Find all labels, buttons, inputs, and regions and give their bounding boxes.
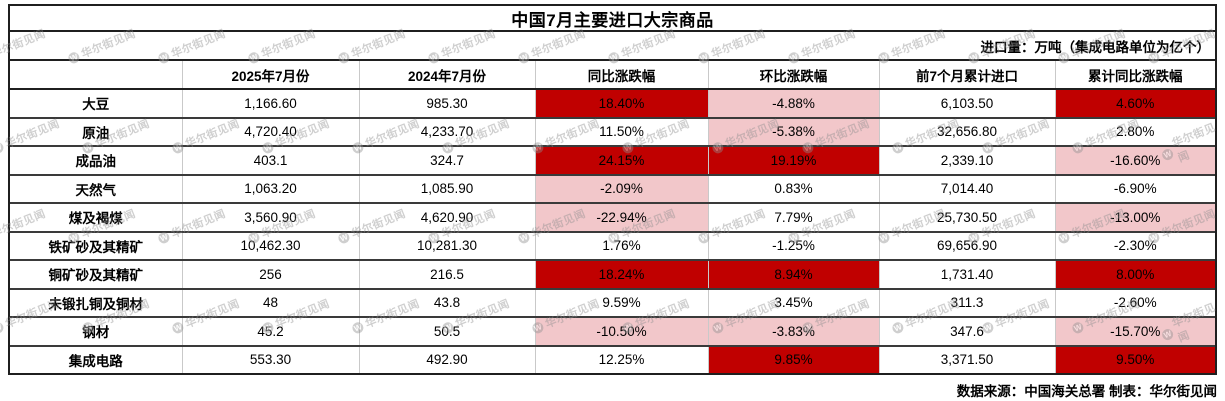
cell-value: 7,014.40 xyxy=(878,174,1055,204)
cell-commodity-name: 天然气 xyxy=(10,174,182,204)
cell-value: 492.90 xyxy=(358,345,535,373)
cell-value: -5.38% xyxy=(707,117,879,147)
cell-value: 1.76% xyxy=(534,231,708,261)
table-body: 大豆 1,166.60 985.30 18.40% -4.88% 6,103.50 4.60… xyxy=(10,89,1215,373)
table-row: 未锻扎铜及铜材 48 43.8 9.59% 3.45% 311.3 -2.60% xyxy=(10,288,1215,318)
cell-value: 8.00% xyxy=(1054,260,1215,290)
cell-value: -10.50% xyxy=(534,317,708,347)
cell-value: 3.45% xyxy=(707,288,879,318)
cell-value: -4.88% xyxy=(707,89,879,119)
cell-value: -15.70% xyxy=(1054,317,1215,347)
column-header-cumulative-7m: 前7个月累计进口 xyxy=(878,61,1055,90)
cell-value: 43.8 xyxy=(358,288,535,318)
cell-value: -3.83% xyxy=(707,317,879,347)
cell-value: 3,560.90 xyxy=(181,203,359,233)
table-row: 大豆 1,166.60 985.30 18.40% -4.88% 6,103.50 4.60… xyxy=(10,89,1215,119)
cell-value: 347.6 xyxy=(878,317,1055,347)
cell-value: 9.85% xyxy=(707,345,879,373)
cell-value: 6,103.50 xyxy=(878,89,1055,119)
cell-value: 311.3 xyxy=(878,288,1055,318)
cell-value: -1.25% xyxy=(707,231,879,261)
cell-commodity-name: 铁矿砂及其精矿 xyxy=(10,231,182,261)
table-header: 2025年7月份 2024年7月份 同比涨跌幅 环比涨跌幅 前7个月累计进口 累… xyxy=(10,61,1215,90)
cell-value: 216.5 xyxy=(358,260,535,290)
source-note: 数据来源：中国海关总署 制表：华尔街见闻 xyxy=(956,384,1217,399)
column-header-2025-july: 2025年7月份 xyxy=(181,61,359,90)
cell-value: 9.59% xyxy=(534,288,708,318)
cell-value: 1,063.20 xyxy=(181,174,359,204)
cell-value: 4.60% xyxy=(1054,89,1215,119)
cell-value: -16.60% xyxy=(1054,146,1215,176)
cell-value: 69,656.90 xyxy=(878,231,1055,261)
cell-value: 1,085.90 xyxy=(358,174,535,204)
table-row: 煤及褐煤 3,560.90 4,620.90 -22.94% 7.79% 25,730.5… xyxy=(10,203,1215,233)
cell-value: 19.19% xyxy=(707,146,879,176)
table-row: 成品油 403.1 324.7 24.15% 19.19% 2,339.10 -16.60% xyxy=(10,146,1215,176)
cell-value: -2.30% xyxy=(1054,231,1215,261)
watermark-logo-icon: W xyxy=(0,140,5,155)
cell-value: 25,730.50 xyxy=(878,203,1055,233)
header-row: 2025年7月份 2024年7月份 同比涨跌幅 环比涨跌幅 前7个月累计进口 累… xyxy=(10,61,1215,90)
cell-value: 48 xyxy=(181,288,359,318)
cell-value: 12.25% xyxy=(534,345,708,373)
cell-commodity-name: 钢材 xyxy=(10,317,182,347)
cell-commodity-name: 成品油 xyxy=(10,146,182,176)
cell-commodity-name: 煤及褐煤 xyxy=(10,203,182,233)
cell-commodity-name: 铜矿砂及其精矿 xyxy=(10,260,182,290)
column-header-cumulative-yoy: 累计同比涨跌幅 xyxy=(1054,61,1215,90)
watermark-logo-icon: W xyxy=(0,320,5,335)
cell-value: 403.1 xyxy=(181,146,359,176)
table-title: 中国7月主要进口大宗商品 xyxy=(10,6,1215,32)
cell-value: 256 xyxy=(181,260,359,290)
cell-value: -2.09% xyxy=(534,174,708,204)
cell-value: 50.5 xyxy=(358,317,535,347)
cell-value: 1,166.60 xyxy=(181,89,359,119)
cell-commodity-name: 原油 xyxy=(10,117,182,147)
cell-value: 0.83% xyxy=(707,174,879,204)
cell-value: -2.60% xyxy=(1054,288,1215,318)
table-row: 原油 4,720.40 4,233.70 11.50% -5.38% 32,656.80 2… xyxy=(10,117,1215,147)
column-header-2024-july: 2024年7月份 xyxy=(358,61,535,90)
cell-value: 24.15% xyxy=(534,146,708,176)
cell-value: 11.50% xyxy=(534,117,708,147)
cell-value: -13.00% xyxy=(1054,203,1215,233)
cell-value: 32,656.80 xyxy=(878,117,1055,147)
unit-note: 进口量：万吨（集成电路单位为亿个） xyxy=(10,32,1215,61)
cell-value: -6.90% xyxy=(1054,174,1215,204)
table-row: 集成电路 553.30 492.90 12.25% 9.85% 3,371.50 9.50% xyxy=(10,345,1215,373)
cell-value: 2,339.10 xyxy=(878,146,1055,176)
table-row: 钢材 45.2 50.5 -10.50% -3.83% 347.6 -15.70% xyxy=(10,317,1215,347)
column-header-commodity xyxy=(10,61,182,90)
cell-value: 3,371.50 xyxy=(878,345,1055,373)
cell-value: 4,233.70 xyxy=(358,117,535,147)
cell-value: 18.40% xyxy=(534,89,708,119)
table-container: 中国7月主要进口大宗商品 进口量：万吨（集成电路单位为亿个） 2025年7月份 … xyxy=(8,4,1217,375)
cell-value: 985.30 xyxy=(358,89,535,119)
cell-value: 1,731.40 xyxy=(878,260,1055,290)
cell-value: 9.50% xyxy=(1054,345,1215,373)
cell-value: -22.94% xyxy=(534,203,708,233)
cell-value: 8.94% xyxy=(707,260,879,290)
cell-value: 4,720.40 xyxy=(181,117,359,147)
cell-value: 10,281.30 xyxy=(358,231,535,261)
cell-value: 2.80% xyxy=(1054,117,1215,147)
cell-value: 10,462.30 xyxy=(181,231,359,261)
column-header-mom-change: 环比涨跌幅 xyxy=(707,61,879,90)
cell-commodity-name: 大豆 xyxy=(10,89,182,119)
commodities-table: 2025年7月份 2024年7月份 同比涨跌幅 环比涨跌幅 前7个月累计进口 累… xyxy=(10,61,1215,373)
column-header-yoy-change: 同比涨跌幅 xyxy=(534,61,708,90)
cell-value: 45.2 xyxy=(181,317,359,347)
cell-value: 4,620.90 xyxy=(358,203,535,233)
cell-value: 553.30 xyxy=(181,345,359,373)
table-row: 铁矿砂及其精矿 10,462.30 10,281.30 1.76% -1.25% 69,6… xyxy=(10,231,1215,261)
table-row: 铜矿砂及其精矿 256 216.5 18.24% 8.94% 1,731.40 8.00% xyxy=(10,260,1215,290)
cell-value: 18.24% xyxy=(534,260,708,290)
cell-commodity-name: 未锻扎铜及铜材 xyxy=(10,288,182,318)
cell-value: 7.79% xyxy=(707,203,879,233)
table-row: 天然气 1,063.20 1,085.90 -2.09% 0.83% 7,014.40 -6… xyxy=(10,174,1215,204)
cell-commodity-name: 集成电路 xyxy=(68,353,123,369)
cell-value: 324.7 xyxy=(358,146,535,176)
